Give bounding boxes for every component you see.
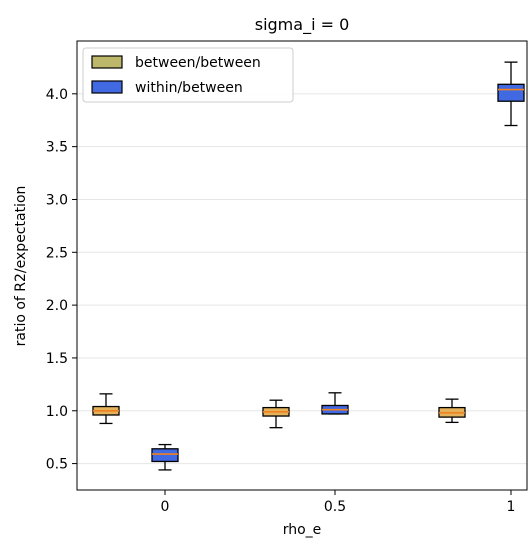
y-tick-label: 3.5 xyxy=(46,140,68,156)
plot-frame xyxy=(76,40,528,491)
box-between-between-0 xyxy=(92,393,120,425)
x-axis-ticks: 0 0.5 1 xyxy=(161,490,516,515)
x-tick-label: 0.5 xyxy=(324,499,346,515)
legend-swatch-between-between xyxy=(91,55,123,69)
y-tick-label: 1.5 xyxy=(46,351,68,367)
legend-frame xyxy=(82,47,294,103)
y-tick-label: 2.0 xyxy=(46,298,68,314)
gridlines xyxy=(77,93,527,465)
legend: between/between within/between xyxy=(82,47,294,103)
legend-swatch-within-between xyxy=(91,80,123,94)
box-within-between-1 xyxy=(497,61,525,127)
x-tick-label: 0 xyxy=(161,499,170,515)
y-tick-label: 0.5 xyxy=(46,457,68,473)
box-within-between-0.5 xyxy=(321,392,349,415)
x-axis-label: rho_e xyxy=(283,522,322,538)
y-axis-label: ratio of R2/expectation xyxy=(13,186,29,347)
x-tick-label: 1 xyxy=(507,499,516,515)
box-within-between-0 xyxy=(151,443,179,471)
y-tick-label: 3.0 xyxy=(46,192,68,208)
chart-title: sigma_i = 0 xyxy=(255,15,350,35)
box-between-between-0.5 xyxy=(262,399,290,429)
y-tick-label: 1.0 xyxy=(46,404,68,420)
legend-label-between-between: between/between xyxy=(135,55,261,71)
y-axis-ticks: 0.5 1.0 1.5 2.0 2.5 3.0 3.5 4.0 xyxy=(46,87,77,473)
iqr-box xyxy=(497,83,525,102)
y-tick-label: 2.5 xyxy=(46,245,68,261)
y-tick-label: 4.0 xyxy=(46,87,68,103)
box-layer xyxy=(92,61,525,471)
box-between-between-1 xyxy=(438,398,466,424)
iqr-box xyxy=(151,448,179,463)
legend-label-within-between: within/between xyxy=(135,80,243,96)
